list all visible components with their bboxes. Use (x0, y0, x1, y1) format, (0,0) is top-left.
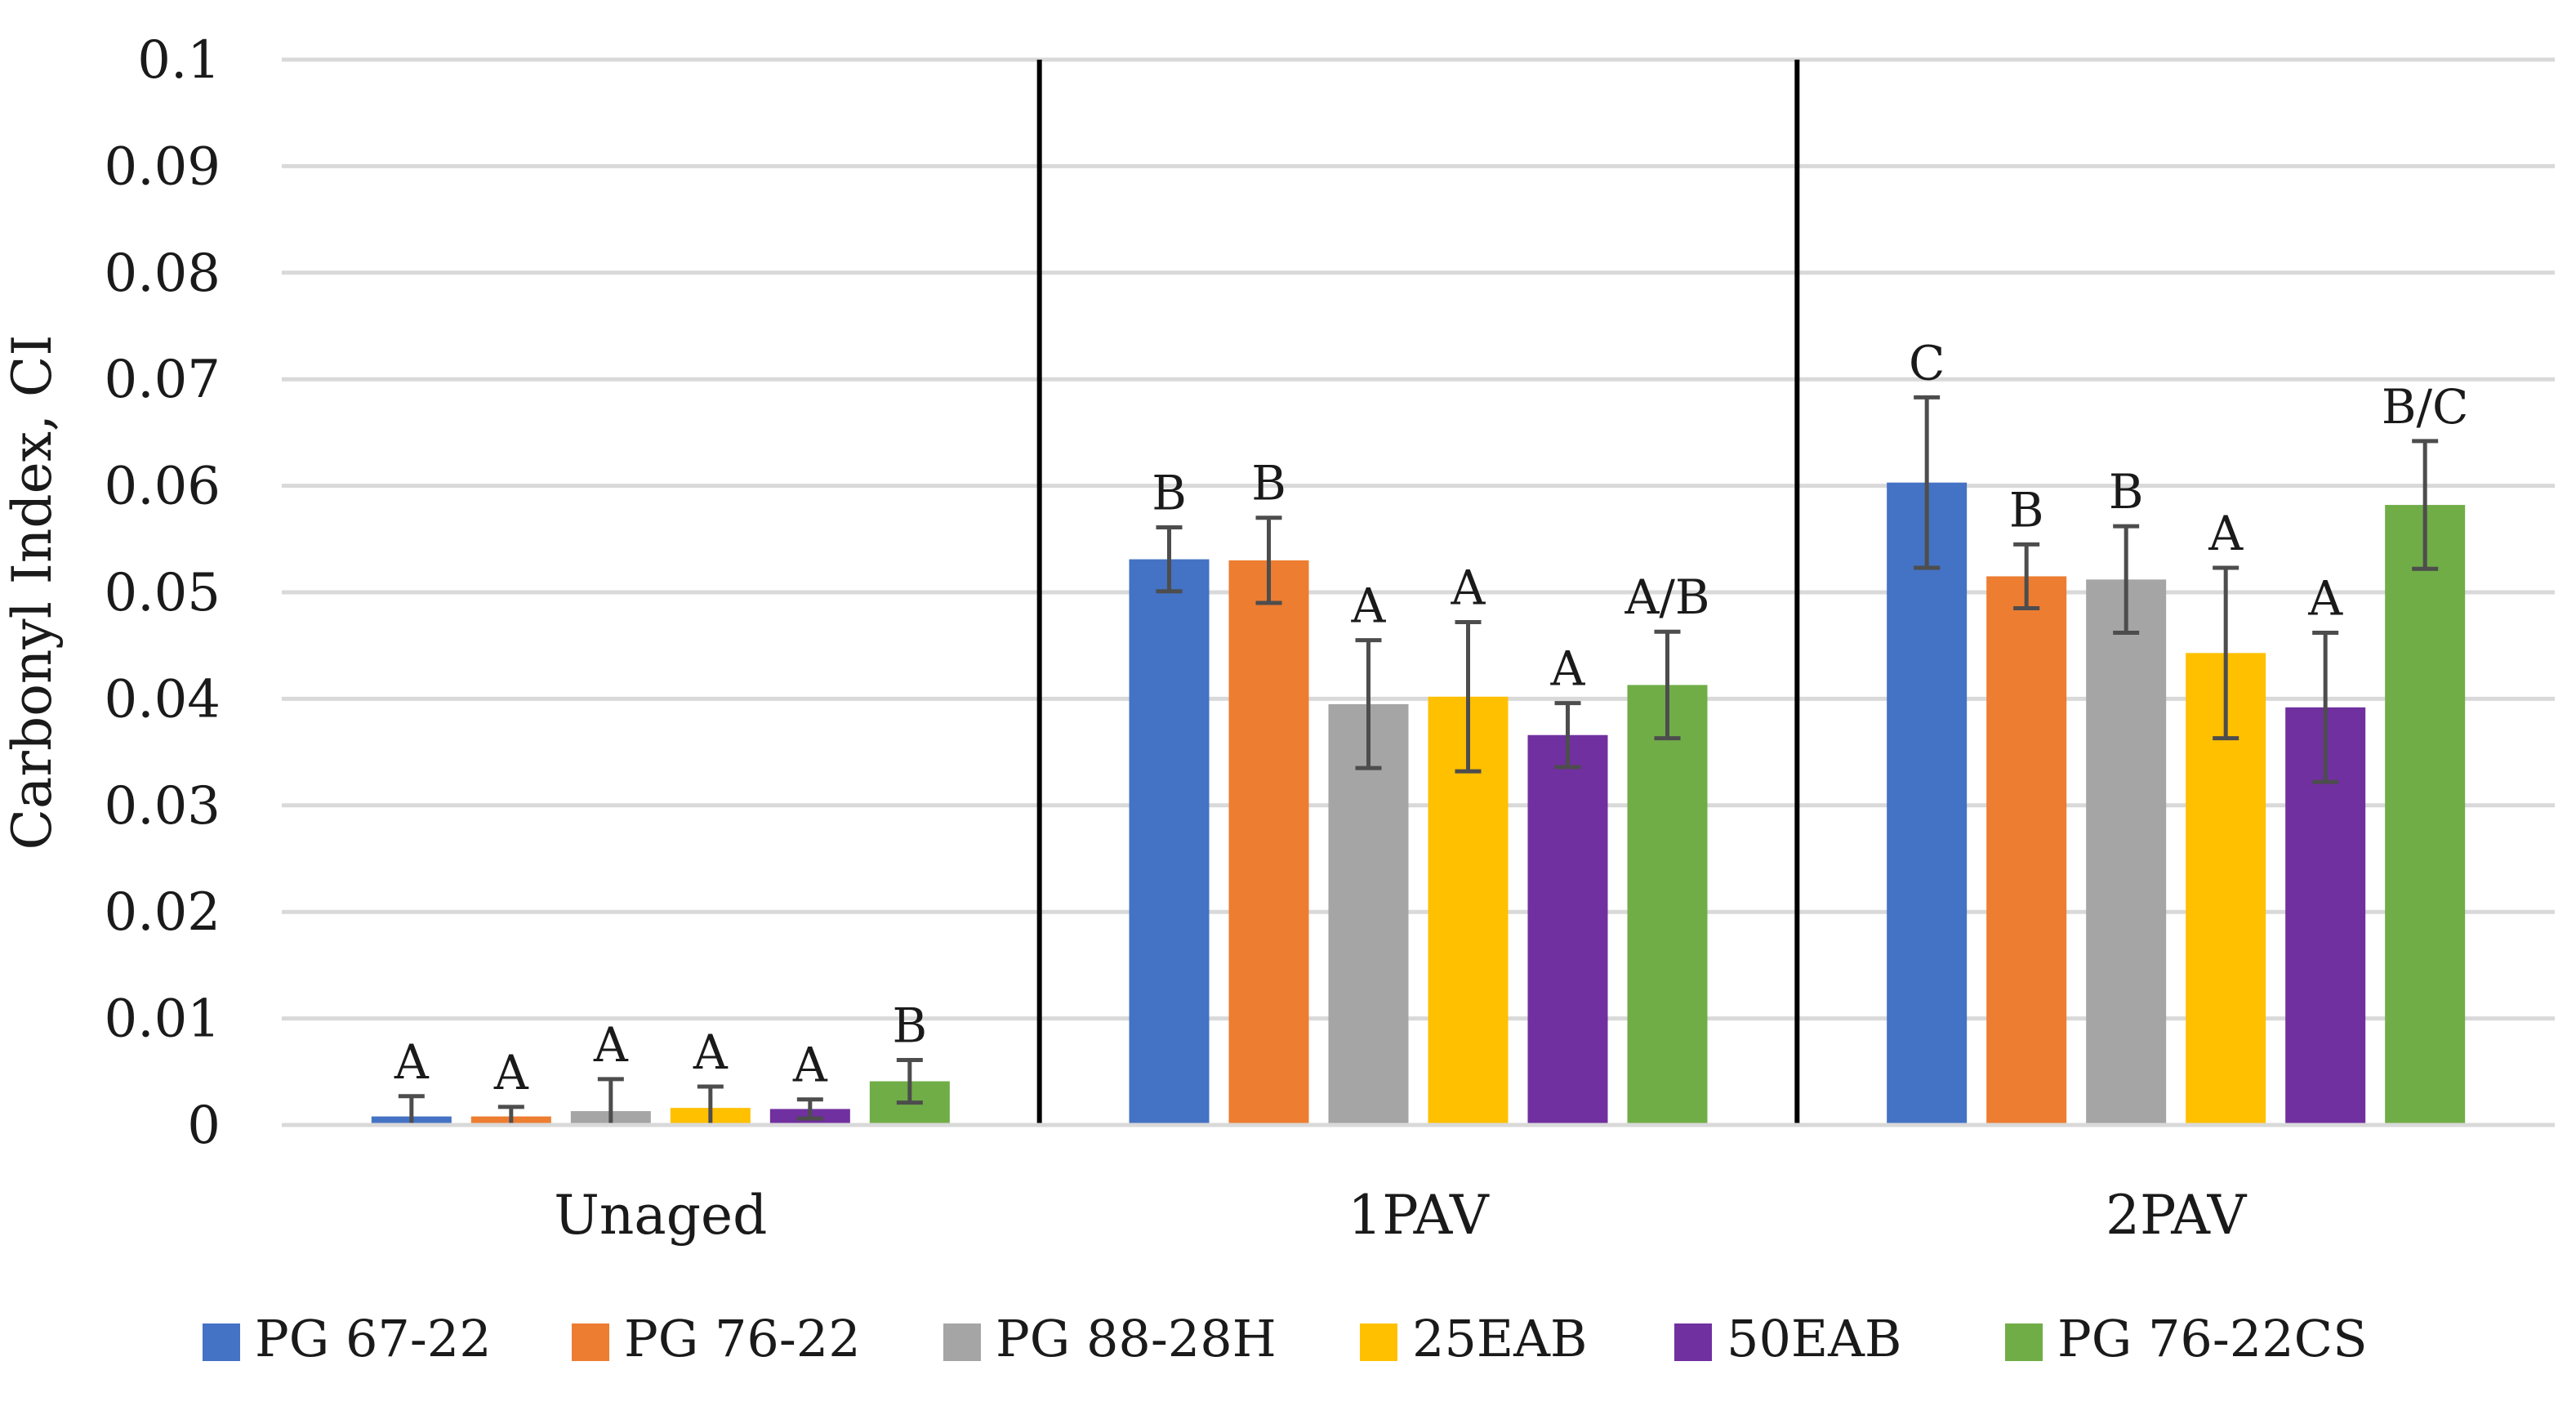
y-tick-label: 0.07 (105, 350, 221, 410)
bar (2086, 579, 2167, 1125)
y-tick-label: 0.06 (105, 457, 221, 517)
bar (1627, 685, 1708, 1125)
y-axis-ticks: 0 0.01 0.02 0.03 0.04 0.05 0.06 0.07 0.08 0.09 0.1 (105, 30, 221, 1156)
bar (1328, 703, 1409, 1125)
significance-label: B (1152, 465, 1187, 520)
significance-label: A (1351, 578, 1387, 634)
bar (1986, 576, 2067, 1125)
x-category-label: 1PAV (1348, 1184, 1490, 1247)
significance-label: A (2208, 506, 2244, 561)
significance-label: A (1451, 560, 1486, 616)
bar (1527, 734, 1608, 1125)
significance-label: A (693, 1024, 729, 1080)
legend-label: PG 67-22 (255, 1309, 492, 1368)
significance-label: A (792, 1038, 828, 1093)
legend-swatch (572, 1323, 609, 1361)
bar (1887, 482, 1968, 1125)
significance-label: A/B (1624, 569, 1709, 625)
significance-label: C (1909, 335, 1945, 391)
x-category-label: 2PAV (2106, 1184, 2248, 1247)
y-tick-label: 0 (187, 1096, 221, 1156)
significance-label: B (1251, 456, 1286, 511)
x-axis-categories: Unaged 1PAV 2PAV (554, 1184, 2247, 1247)
bar (1129, 559, 1210, 1125)
significance-label: A (2307, 571, 2343, 627)
significance-label: A (593, 1017, 629, 1073)
legend-label: 50EAB (1727, 1309, 1902, 1368)
y-tick-label: 0.03 (105, 776, 221, 837)
legend-label: PG 76-22 (624, 1309, 861, 1368)
bar (2385, 505, 2466, 1125)
legend-swatch (1674, 1323, 1712, 1361)
x-category-label: Unaged (554, 1184, 767, 1247)
legend-label: PG 88-28H (996, 1309, 1277, 1368)
y-tick-label: 0.1 (137, 30, 221, 91)
legend-swatch (203, 1323, 240, 1361)
significance-label: B (2009, 482, 2044, 538)
y-axis-label: Carbonyl Index, CI (1, 335, 64, 850)
y-tick-label: 0.01 (105, 989, 221, 1050)
group-dividers (1036, 60, 1800, 1125)
significance-label: A (493, 1045, 529, 1100)
bar (1228, 560, 1309, 1125)
error-bars (398, 395, 2439, 1127)
significance-label: B (893, 998, 928, 1053)
gridlines (282, 57, 2555, 1021)
y-tick-label: 0.05 (105, 563, 221, 623)
y-tick-label: 0.04 (105, 669, 221, 730)
legend-label: 25EAB (1412, 1309, 1588, 1368)
significance-labels: A A A A A B B B A A A A/B C B B A A B/C (394, 335, 2469, 1100)
significance-label: B (2109, 464, 2144, 520)
y-tick-label: 0.08 (105, 243, 221, 304)
legend-swatch (1360, 1323, 1397, 1361)
significance-label: A (1550, 641, 1586, 697)
significance-label: A (394, 1034, 430, 1090)
legend-swatch (2005, 1323, 2043, 1361)
legend-swatch (943, 1323, 981, 1361)
significance-label: B/C (2382, 379, 2469, 435)
legend: PG 67-22 PG 76-22 PG 88-28H 25EAB 50EAB PG 76… (203, 1309, 2368, 1368)
y-tick-label: 0.02 (105, 882, 221, 943)
y-tick-label: 0.09 (105, 136, 221, 197)
legend-label: PG 76-22CS (2057, 1309, 2368, 1368)
